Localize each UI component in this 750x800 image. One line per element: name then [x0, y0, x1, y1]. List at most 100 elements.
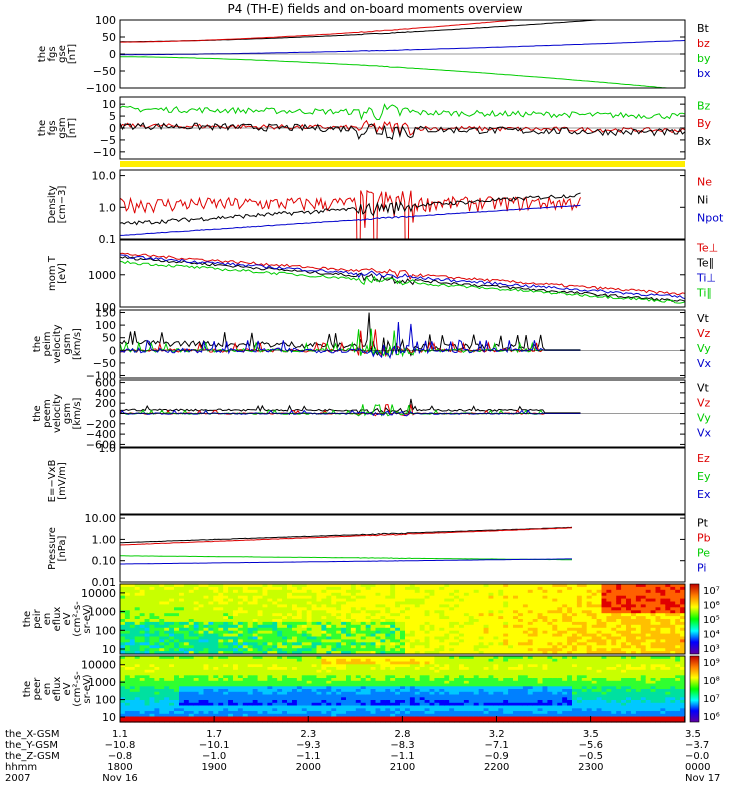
heatmap-cell	[336, 672, 342, 676]
heatmap-cell	[154, 705, 160, 709]
heatmap-cell	[188, 616, 195, 620]
heatmap-cell	[478, 691, 485, 696]
heatmap-cell	[301, 642, 308, 646]
heatmap-cell	[468, 645, 475, 649]
heatmap-cell	[434, 697, 440, 701]
heatmap-cell	[542, 645, 548, 649]
heatmap-cell	[252, 664, 259, 668]
heatmap-cell	[645, 613, 652, 617]
heatmap-cell	[287, 610, 293, 614]
heatmap-cell	[350, 601, 357, 605]
heatmap-cell	[660, 610, 666, 614]
heatmap-cell	[552, 595, 558, 600]
heatmap-cell	[120, 595, 126, 600]
heatmap-cell	[606, 610, 612, 614]
heatmap-cell	[434, 630, 440, 635]
heatmap-cell	[493, 683, 499, 687]
heatmap-cell	[129, 592, 136, 597]
heatmap-cell	[183, 607, 190, 611]
heatmap-cell	[385, 592, 391, 597]
heatmap-cell	[463, 661, 470, 665]
heatmap-cell	[336, 678, 342, 682]
heatmap-cell	[218, 619, 224, 623]
heatmap-cell	[159, 619, 165, 623]
heatmap-cell	[336, 713, 342, 718]
heatmap-cell	[218, 595, 224, 600]
heatmap-cell	[405, 700, 411, 704]
heatmap-cell	[522, 667, 529, 671]
heatmap-cell	[365, 616, 372, 620]
heatmap-cell	[179, 621, 185, 626]
heatmap-cell	[675, 633, 681, 637]
legend-Pb: Pb	[697, 532, 711, 545]
heatmap-cell	[198, 589, 204, 594]
heatmap-cell	[237, 584, 244, 588]
heatmap-cell	[498, 680, 504, 685]
heatmap-cell	[120, 648, 126, 652]
heatmap-cell	[449, 610, 455, 614]
heatmap-cell	[326, 708, 332, 712]
heatmap-cell	[419, 624, 426, 629]
heatmap-cell	[203, 636, 209, 640]
heatmap-cell	[390, 601, 396, 605]
heatmap-cell	[262, 661, 268, 665]
heatmap-cell	[242, 613, 249, 617]
heatmap-cell	[183, 619, 190, 623]
heatmap-cell	[296, 669, 303, 674]
heatmap-cell	[414, 601, 421, 605]
heatmap-cell	[282, 624, 288, 629]
heatmap-cell	[586, 604, 593, 608]
heatmap-cell	[478, 601, 485, 605]
heatmap-cell	[675, 613, 681, 617]
legend-Vy: Vy	[697, 342, 711, 355]
heatmap-cell	[179, 651, 185, 655]
heatmap-cell	[139, 592, 146, 597]
heatmap-cell	[203, 589, 209, 594]
heatmap-cell	[591, 627, 598, 632]
heatmap-cell	[390, 627, 396, 632]
heatmap-cell	[218, 645, 224, 649]
heatmap-cell	[414, 694, 421, 698]
heatmap-cell	[542, 598, 548, 602]
heatmap-cell	[631, 645, 637, 649]
heatmap-cell	[660, 592, 666, 597]
heatmap-cell	[380, 624, 386, 629]
heatmap-cell	[522, 686, 529, 690]
heatmap-cell	[346, 613, 352, 617]
heatmap-cell	[650, 651, 656, 655]
heatmap-cell	[120, 716, 126, 720]
heatmap-cell	[557, 642, 563, 646]
heatmap-cell	[350, 584, 357, 588]
heatmap-cell	[405, 686, 411, 690]
heatmap-cell	[213, 719, 219, 723]
heatmap-cell	[493, 613, 499, 617]
heatmap-cell	[621, 589, 627, 594]
heatmap-cell	[626, 586, 632, 591]
heatmap-cell	[159, 713, 165, 718]
heatmap-cell	[301, 627, 308, 632]
heatmap-cell	[488, 651, 494, 655]
heatmap-cell	[508, 645, 514, 649]
heatmap-cell	[581, 595, 588, 600]
heatmap-cell	[591, 584, 598, 588]
heatmap-cell	[576, 586, 583, 591]
heatmap-cell	[149, 713, 155, 718]
heatmap-cell	[513, 633, 519, 637]
heatmap-cell	[336, 645, 342, 649]
heatmap-cell	[390, 702, 396, 707]
heatmap-cell	[277, 619, 283, 623]
heatmap-cell	[228, 592, 234, 597]
heatmap-cell	[301, 661, 308, 665]
heatmap-cell	[159, 719, 165, 723]
heatmap-cell	[380, 651, 386, 655]
heatmap-cell	[454, 656, 460, 660]
heatmap-cell	[572, 613, 578, 617]
heatmap-cell	[365, 702, 372, 707]
heatmap-cell	[188, 669, 195, 674]
heatmap-cell	[272, 719, 278, 723]
heatmap-cell	[621, 607, 627, 611]
heatmap-cell	[218, 651, 224, 655]
heatmap-cell	[301, 651, 308, 655]
heatmap-cell	[449, 589, 455, 594]
heatmap-cell	[336, 691, 342, 696]
